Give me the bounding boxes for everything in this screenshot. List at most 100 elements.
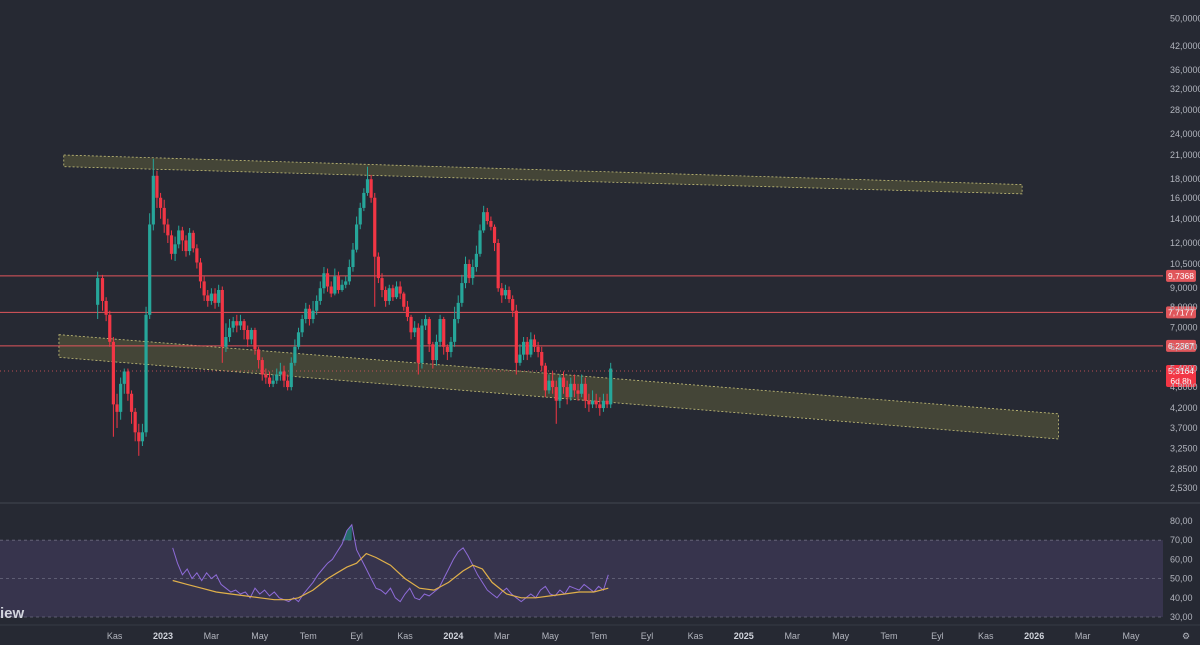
candle-body [129,393,134,412]
price-axis-tick: 28,0000 [1170,105,1200,115]
candle-body [249,330,253,340]
grid [0,502,1200,626]
price-axis-tick: 7,0000 [1170,323,1198,333]
rsi-axis-tick: 40,00 [1170,593,1193,603]
candle-body [565,387,569,398]
candle-body [260,360,264,375]
candle-body [355,224,359,250]
candle-body [264,374,268,378]
candle-body [496,242,500,289]
candle-body [318,288,322,301]
price-axis-tick: 8,0000 [1170,302,1198,312]
price-axis-tick: 3,2500 [1170,443,1198,453]
candle-body [304,308,308,320]
candle-body [289,362,293,388]
candle-body [351,249,355,268]
time-axis-tick: May [832,631,850,641]
price-axis-tick: 16,0000 [1170,193,1200,203]
candle-body [278,371,282,375]
candle-body [529,339,533,355]
candle-body [431,344,435,361]
candle-body [558,377,562,401]
candle-body [362,192,366,208]
price-axis-tick: 9,0000 [1170,283,1198,293]
candle-body [445,346,449,352]
candle-body [238,321,243,326]
price-level-label: 6,2367 [1168,341,1194,351]
candle-body [409,316,413,333]
candle-body [413,327,417,333]
candle-body [206,295,210,301]
candle-body [126,371,130,394]
candle-body [169,235,174,254]
candle-body [569,383,573,398]
candle-body [180,230,184,241]
candle-body [340,284,344,290]
candle-body [536,346,540,352]
candle-body [547,380,551,391]
candle-body [460,283,464,303]
candle-body [336,276,341,290]
time-axis-tick: May [542,631,560,641]
time-axis-tick: Kas [688,631,704,641]
time-axis-tick: 2026 [1024,631,1044,641]
candle-body [482,212,486,231]
candle-body [478,230,482,254]
candle-body [217,289,221,303]
candle-body [561,377,566,388]
candle-body [235,321,239,326]
price-axis-tick: 3,7000 [1170,423,1198,433]
time-axis-tick: Eyl [931,631,944,641]
candle-body [489,221,493,227]
time-axis-tick: May [1122,631,1140,641]
price-axis-tick: 32,0000 [1170,84,1200,94]
time-axis-tick: 2023 [153,631,173,641]
candle-body [576,390,580,394]
candle-body [177,230,181,245]
candle-body [188,232,192,252]
price-axis-tick: 6,2000 [1170,342,1198,352]
candle-body [344,281,348,285]
time-axis-tick: 2024 [443,631,463,641]
candle-body [380,278,384,290]
candle-body [122,371,126,384]
candle-body [518,354,522,363]
candle-body [594,400,598,405]
candle-body [137,432,141,442]
price-axis-tick: 50,0000 [1170,14,1200,24]
rsi-panel [0,523,1163,618]
candle-body [420,325,424,363]
gear-icon: ⚙ [1182,631,1190,641]
price-level-badge [1166,339,1196,352]
candle-body [384,289,388,301]
candle-body [151,175,155,225]
candle-body [434,341,439,361]
candle-body [220,289,224,347]
candle-body [311,310,315,320]
candle-body [572,383,576,391]
candle-body [256,349,261,361]
price-level-label: 9,7368 [1168,271,1194,281]
current-price-badge [1166,365,1196,388]
candle-body [358,207,362,225]
price-axis-tick: 4,2000 [1170,403,1198,413]
candle-body [587,400,591,405]
candle-body [329,286,333,294]
candle-body [500,288,504,296]
candle-body [282,371,286,381]
candle-body [467,263,471,279]
candle-body [427,319,431,345]
price-axis-tick: 12,0000 [1170,238,1200,248]
candle-body [96,278,100,305]
candle-body [275,374,279,381]
time-axis-tick: Tem [300,631,317,641]
candle-body [405,306,410,317]
candle-body [416,327,420,363]
price-axis-tick: 42,0000 [1170,41,1200,51]
time-axis-tick: Kas [107,631,123,641]
candle-body [369,179,373,198]
time-axis-tick: 2025 [734,631,754,641]
candle-body [365,179,370,193]
time-axis-tick: Eyl [350,631,363,641]
